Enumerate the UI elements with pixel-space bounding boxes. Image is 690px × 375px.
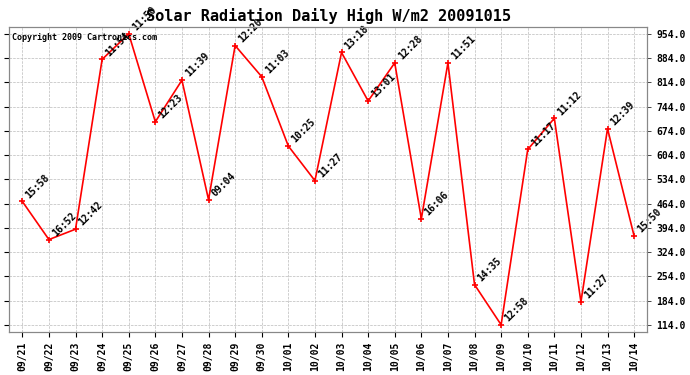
Text: 11:17: 11:17 [529, 120, 557, 148]
Text: 10:25: 10:25 [290, 117, 317, 145]
Title: Solar Radiation Daily High W/m2 20091015: Solar Radiation Daily High W/m2 20091015 [146, 8, 511, 24]
Text: 11:50: 11:50 [130, 4, 158, 32]
Text: 11:12: 11:12 [555, 89, 584, 117]
Text: 11:03: 11:03 [263, 48, 291, 75]
Text: 12:28: 12:28 [396, 34, 424, 62]
Text: 15:50: 15:50 [635, 207, 663, 235]
Text: 09:04: 09:04 [210, 171, 238, 198]
Text: 13:01: 13:01 [370, 72, 397, 100]
Text: 12:39: 12:39 [609, 99, 637, 127]
Text: 11:39: 11:39 [184, 51, 211, 79]
Text: 12:42: 12:42 [77, 200, 105, 228]
Text: 11:27: 11:27 [316, 152, 344, 179]
Text: 13:18: 13:18 [343, 23, 371, 51]
Text: 12:20: 12:20 [237, 16, 264, 44]
Text: 15:58: 15:58 [23, 172, 52, 200]
Text: 14:35: 14:35 [476, 255, 504, 283]
Text: 16:52: 16:52 [50, 210, 78, 238]
Text: Copyright 2009 Cartronics.com: Copyright 2009 Cartronics.com [12, 33, 157, 42]
Text: 16:06: 16:06 [423, 189, 451, 217]
Text: 12:58: 12:58 [502, 296, 531, 323]
Text: 11:51: 11:51 [449, 34, 477, 62]
Text: 12:23: 12:23 [157, 93, 184, 120]
Text: 11:54: 11:54 [104, 30, 131, 58]
Text: 11:27: 11:27 [582, 273, 610, 300]
